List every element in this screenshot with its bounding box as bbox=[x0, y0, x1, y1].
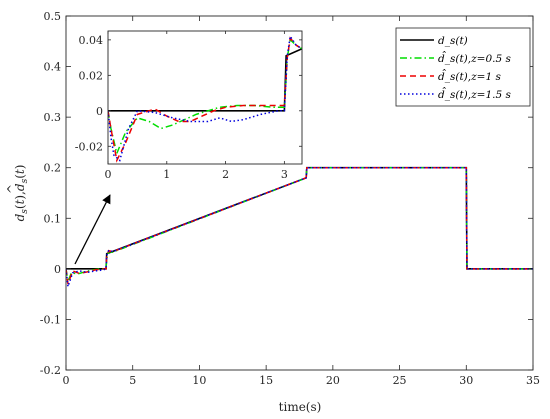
main-y-tick-label-6: 0.4 bbox=[44, 61, 62, 74]
main-x-tick-label-1: 5 bbox=[129, 374, 136, 387]
inset-y-tick-label-2: 0.02 bbox=[79, 69, 104, 82]
main-x-tick-label-0: 0 bbox=[63, 374, 70, 387]
legend: d_s(t) d̂_s(t),z=0.5 s d̂_s(t),z=1 s d̂_s(t… bbox=[395, 27, 531, 107]
inset-x-tick-label-0: 0 bbox=[105, 168, 112, 181]
svg-text:ds(t),ds(t): ds(t),ds(t) bbox=[13, 165, 30, 222]
legend-label-2: d̂_s(t),z=1 s bbox=[438, 69, 501, 83]
main-series-line-3 bbox=[66, 166, 533, 287]
zoom-arrow bbox=[74, 194, 111, 265]
main-y-tick-label-3: 0.1 bbox=[44, 212, 62, 225]
main-frame bbox=[65, 15, 534, 371]
x-axis-label: time(s) bbox=[279, 400, 322, 414]
main-x-tick-label-6: 30 bbox=[459, 374, 473, 387]
inset-background bbox=[108, 31, 302, 164]
main-y-tick-label-2: 0 bbox=[54, 263, 61, 276]
inset-y-tick-label-0: -0.02 bbox=[75, 140, 103, 153]
main-x-tick-label-3: 15 bbox=[259, 374, 273, 387]
main-series-line-2 bbox=[66, 166, 533, 285]
main-y-tick-label-7: 0.5 bbox=[44, 10, 62, 23]
y-axis-label: ds(t),ds(t) ^ bbox=[5, 165, 30, 222]
main-series-line-1 bbox=[66, 166, 533, 285]
inset-series-group bbox=[108, 34, 302, 163]
svg-text:^: ^ bbox=[5, 184, 19, 194]
main-x-tick-label-5: 25 bbox=[393, 374, 407, 387]
main-x-tick-label-7: 35 bbox=[526, 374, 540, 387]
legend-label-0: d_s(t) bbox=[438, 35, 468, 47]
legend-label-3: d̂_s(t),z=1.5 s bbox=[438, 87, 511, 101]
inset-y-tick-label-3: 0.04 bbox=[79, 34, 104, 47]
inset-x-tick-label-2: 2 bbox=[222, 168, 229, 181]
legend-label-1: d̂_s(t),z=0.5 s bbox=[438, 51, 511, 65]
main-y-tick-label-1: -0.1 bbox=[40, 313, 61, 326]
inset-y-tick-label-1: 0 bbox=[96, 105, 103, 118]
main-y-tick-label-5: 0.3 bbox=[44, 111, 62, 124]
inset-x-tick-label-1: 1 bbox=[163, 168, 170, 181]
legend-box bbox=[395, 27, 531, 107]
main-y-tick-label-0: -0.2 bbox=[40, 364, 61, 377]
main-x-tick-label-2: 10 bbox=[192, 374, 206, 387]
inset-x-tick-label-3: 3 bbox=[281, 168, 288, 181]
main-y-tick-label-4: 0.2 bbox=[44, 162, 62, 175]
main-x-tick-label-4: 20 bbox=[326, 374, 340, 387]
inset-plot: 0 1 2 3 -0.02 0 0.02 0.04 bbox=[75, 30, 303, 181]
inset-frame bbox=[107, 30, 303, 165]
main-series-group bbox=[66, 166, 533, 287]
